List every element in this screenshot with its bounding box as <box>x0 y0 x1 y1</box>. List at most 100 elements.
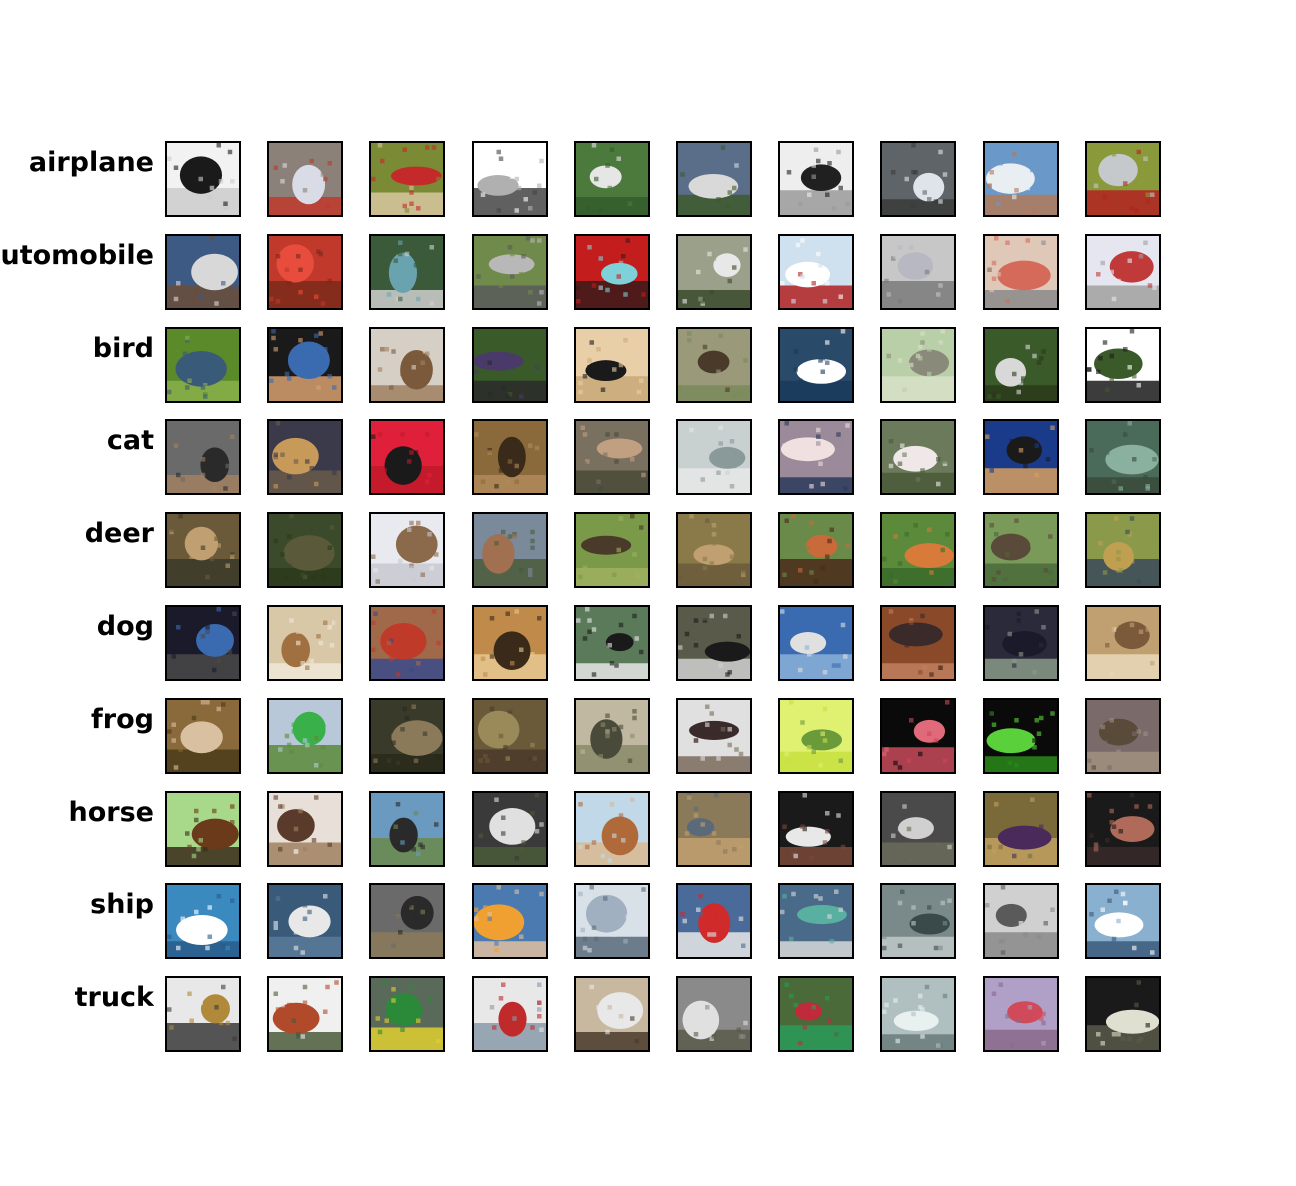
thumbnail-dog-4 <box>573 605 650 681</box>
thumbnail-image <box>167 607 239 679</box>
thumbnail-image <box>984 328 1057 401</box>
thumbnail-horse-8 <box>982 790 1059 867</box>
thumbnail-airplane-9 <box>1084 141 1161 217</box>
thumbnail-dog-8 <box>982 605 1059 681</box>
thumbnail-horse-4 <box>573 790 650 867</box>
thumbnail-image <box>882 978 955 1051</box>
thumbnail-airplane-8 <box>982 141 1059 217</box>
thumbnail-image <box>882 328 955 401</box>
thumbnail-truck-8 <box>982 976 1059 1053</box>
thumbnail-frog-3 <box>471 697 548 774</box>
thumbnail-image <box>269 514 342 587</box>
thumbnail-cat-3 <box>471 419 548 496</box>
thumbnail-airplane-0 <box>165 141 241 217</box>
thumbnail-image <box>371 514 444 587</box>
thumbnail-horse-6 <box>778 790 855 867</box>
thumbnail-automobile-1 <box>267 233 344 310</box>
thumbnail-dog-0 <box>165 605 241 681</box>
thumbnail-image <box>882 421 955 494</box>
thumbnail-image <box>1086 699 1159 772</box>
thumbnail-cat-1 <box>267 419 344 496</box>
thumbnail-image <box>882 514 955 587</box>
thumbnail-automobile-2 <box>369 233 446 310</box>
thumbnail-image <box>473 699 546 772</box>
row-label-8: ship <box>0 889 154 920</box>
thumbnail-frog-6 <box>778 697 855 774</box>
thumbnail-truck-6 <box>778 976 855 1053</box>
thumbnail-bird-5 <box>676 326 752 403</box>
thumbnail-image <box>678 978 750 1051</box>
thumbnail-image <box>269 328 342 401</box>
thumbnail-ship-7 <box>880 883 957 960</box>
thumbnail-image <box>167 421 239 494</box>
thumbnail-frog-4 <box>573 697 650 774</box>
thumbnail-image <box>575 421 648 494</box>
row-label-text: airplane <box>28 147 154 178</box>
thumbnail-ship-1 <box>267 883 344 960</box>
thumbnail-dog-1 <box>267 605 344 681</box>
thumbnail-image <box>780 235 853 308</box>
thumbnail-image <box>269 699 342 772</box>
thumbnail-image <box>575 235 648 308</box>
thumbnail-image <box>678 514 750 587</box>
thumbnail-image <box>882 699 955 772</box>
thumbnail-bird-0 <box>165 326 241 403</box>
thumbnail-frog-9 <box>1084 697 1161 774</box>
thumbnail-image <box>371 143 444 215</box>
thumbnail-dog-7 <box>880 605 957 681</box>
thumbnail-truck-0 <box>165 976 241 1053</box>
row-label-6: frog <box>0 704 154 735</box>
thumbnail-image <box>1086 978 1159 1051</box>
thumbnail-automobile-7 <box>880 233 957 310</box>
thumbnail-airplane-1 <box>267 141 344 217</box>
thumbnail-image <box>984 421 1057 494</box>
thumbnail-dog-9 <box>1084 605 1161 681</box>
thumbnail-image <box>780 978 853 1051</box>
thumbnail-image <box>167 514 239 587</box>
thumbnail-image <box>167 143 239 215</box>
thumbnail-frog-8 <box>982 697 1059 774</box>
thumbnail-image <box>780 885 853 958</box>
thumbnail-image <box>371 235 444 308</box>
thumbnail-image <box>473 792 546 865</box>
thumbnail-image <box>882 235 955 308</box>
thumbnail-ship-6 <box>778 883 855 960</box>
thumbnail-image <box>167 792 239 865</box>
thumbnail-image <box>167 235 239 308</box>
thumbnail-image <box>167 885 239 958</box>
row-label-2: bird <box>0 333 154 364</box>
thumbnail-image <box>269 421 342 494</box>
thumbnail-image <box>575 328 648 401</box>
thumbnail-image <box>780 792 853 865</box>
row-label-5: dog <box>0 611 154 642</box>
thumbnail-image <box>473 607 546 679</box>
thumbnail-automobile-9 <box>1084 233 1161 310</box>
thumbnail-frog-5 <box>676 697 752 774</box>
thumbnail-ship-8 <box>982 883 1059 960</box>
thumbnail-horse-3 <box>471 790 548 867</box>
row-label-text: truck <box>74 982 154 1014</box>
thumbnail-image <box>678 885 750 958</box>
thumbnail-image <box>575 792 648 865</box>
thumbnail-deer-2 <box>369 512 446 589</box>
thumbnail-image <box>984 792 1057 865</box>
thumbnail-image <box>1086 328 1159 401</box>
row-label-text: ship <box>90 889 154 921</box>
thumbnail-image <box>984 514 1057 587</box>
thumbnail-ship-9 <box>1084 883 1161 960</box>
row-label-1: automobile <box>0 240 154 271</box>
thumbnail-deer-1 <box>267 512 344 589</box>
thumbnail-deer-5 <box>676 512 752 589</box>
thumbnail-image <box>1086 607 1159 679</box>
thumbnail-ship-0 <box>165 883 241 960</box>
thumbnail-cat-8 <box>982 419 1059 496</box>
thumbnail-image <box>473 514 546 587</box>
row-label-text: deer <box>84 518 154 550</box>
thumbnail-deer-8 <box>982 512 1059 589</box>
thumbnail-dog-2 <box>369 605 446 681</box>
thumbnail-ship-5 <box>676 883 752 960</box>
thumbnail-frog-2 <box>369 697 446 774</box>
thumbnail-bird-2 <box>369 326 446 403</box>
thumbnail-image <box>473 421 546 494</box>
